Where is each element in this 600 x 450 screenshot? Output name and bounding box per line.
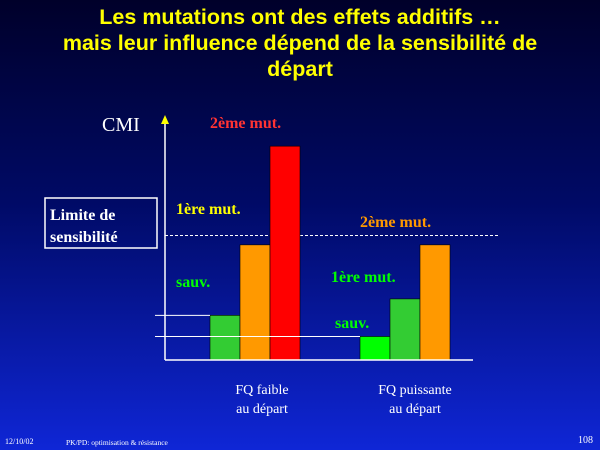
footer-date: 12/10/02	[5, 437, 34, 446]
group-label-2-line-1: FQ puissante	[378, 383, 452, 398]
slide-title: Les mutations ont des effets additifs … …	[0, 4, 600, 82]
y-axis-arrow	[161, 115, 169, 124]
threshold-label-box	[44, 197, 158, 249]
bar-label-strong-second: 2ème mut.	[360, 214, 431, 231]
y-axis-label: CMI	[102, 114, 140, 136]
page-number: 108	[578, 435, 593, 446]
group-label-1-line-1: FQ faible	[235, 383, 288, 398]
bar-label-weak-wild: sauv.	[176, 274, 210, 291]
title-line-3: départ	[267, 57, 333, 81]
title-line-2: mais leur influence dépend de la sensibi…	[62, 31, 538, 55]
threshold-label-line-1: Limite de	[50, 207, 115, 224]
bar-1-1	[209, 315, 241, 361]
bar-label-weak-first: 1ère mut.	[176, 201, 241, 218]
bar-1-2	[239, 244, 271, 361]
bar-2-2	[389, 298, 421, 361]
bar-label-strong-first: 1ère mut.	[331, 269, 396, 286]
bar-label-weak-second: 2ème mut.	[210, 115, 281, 132]
footer-text: PK/PD: optimisation & résistance	[66, 438, 168, 447]
bar-2-3	[419, 244, 451, 361]
group-label-1-line-2: au départ	[236, 402, 288, 417]
bar-2-1	[359, 336, 391, 361]
threshold-label-line-2: sensibilité	[50, 229, 118, 246]
bar-1-3	[269, 145, 301, 361]
group-label-2-line-2: au départ	[389, 402, 441, 417]
bar-label-strong-wild: sauv.	[335, 315, 369, 332]
title-line-1: Les mutations ont des effets additifs …	[99, 5, 501, 29]
